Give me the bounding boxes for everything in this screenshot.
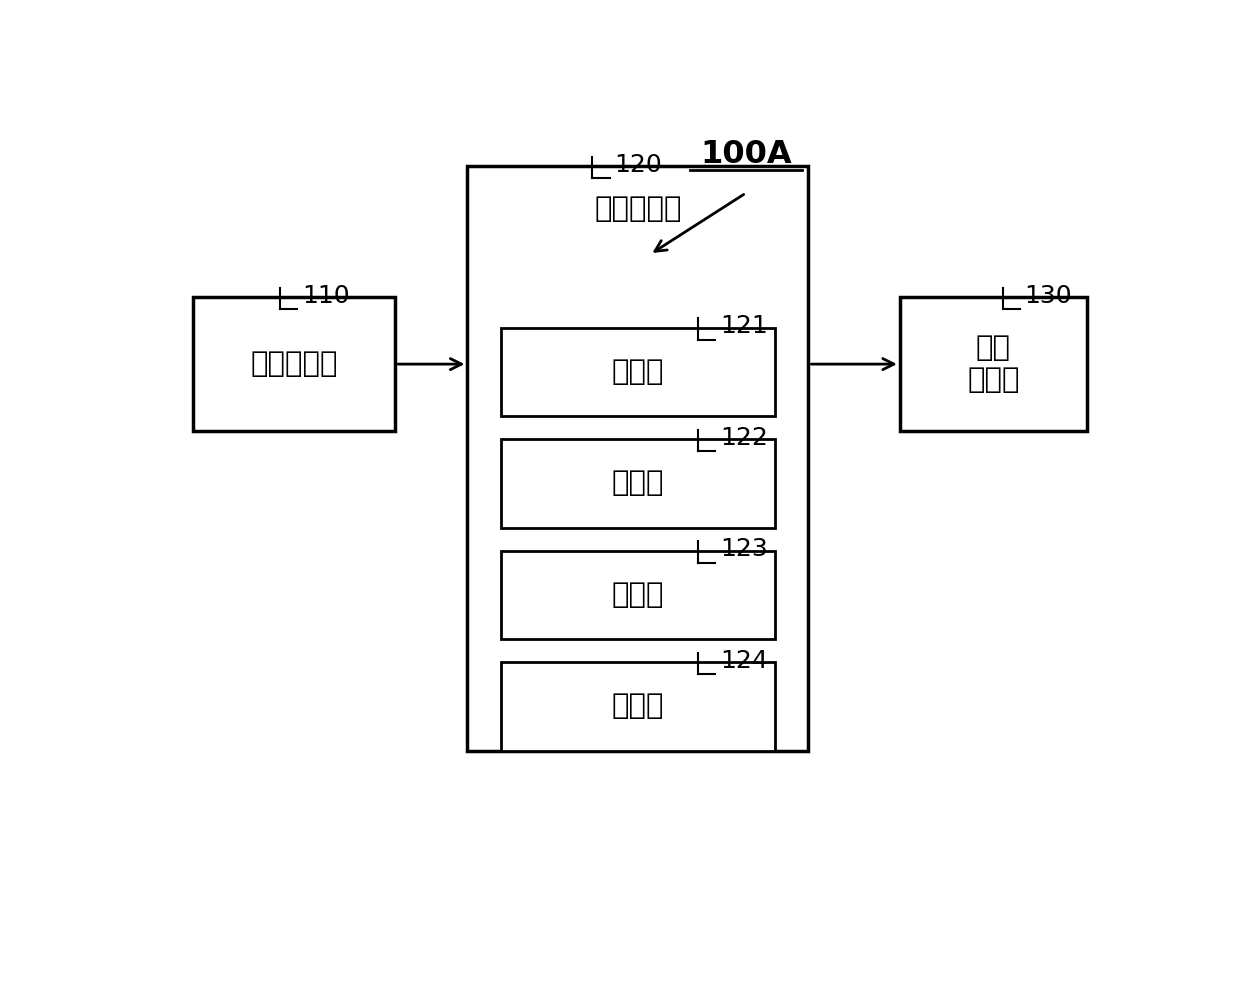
Text: 附加部: 附加部 xyxy=(611,692,665,720)
Bar xyxy=(501,440,775,527)
Text: 124: 124 xyxy=(720,649,768,673)
Text: 选择部: 选择部 xyxy=(611,580,665,608)
Text: 110: 110 xyxy=(303,284,350,308)
Text: 生成部: 生成部 xyxy=(611,358,665,386)
Text: 100A: 100A xyxy=(701,139,792,170)
Text: 123: 123 xyxy=(720,537,768,561)
Bar xyxy=(501,550,775,639)
Text: 130: 130 xyxy=(1024,284,1073,308)
Bar xyxy=(467,166,808,750)
Text: 纠错编码部: 纠错编码部 xyxy=(250,350,339,378)
Text: 121: 121 xyxy=(720,315,768,339)
Bar xyxy=(501,662,775,750)
Text: 120: 120 xyxy=(614,153,662,177)
Text: 计算部: 计算部 xyxy=(611,470,665,498)
Bar xyxy=(193,297,396,432)
Text: 符号
映射部: 符号 映射部 xyxy=(967,334,1019,395)
Text: 122: 122 xyxy=(720,426,768,450)
Bar xyxy=(501,328,775,416)
Bar xyxy=(900,297,1087,432)
Text: 整形处理部: 整形处理部 xyxy=(594,195,682,223)
